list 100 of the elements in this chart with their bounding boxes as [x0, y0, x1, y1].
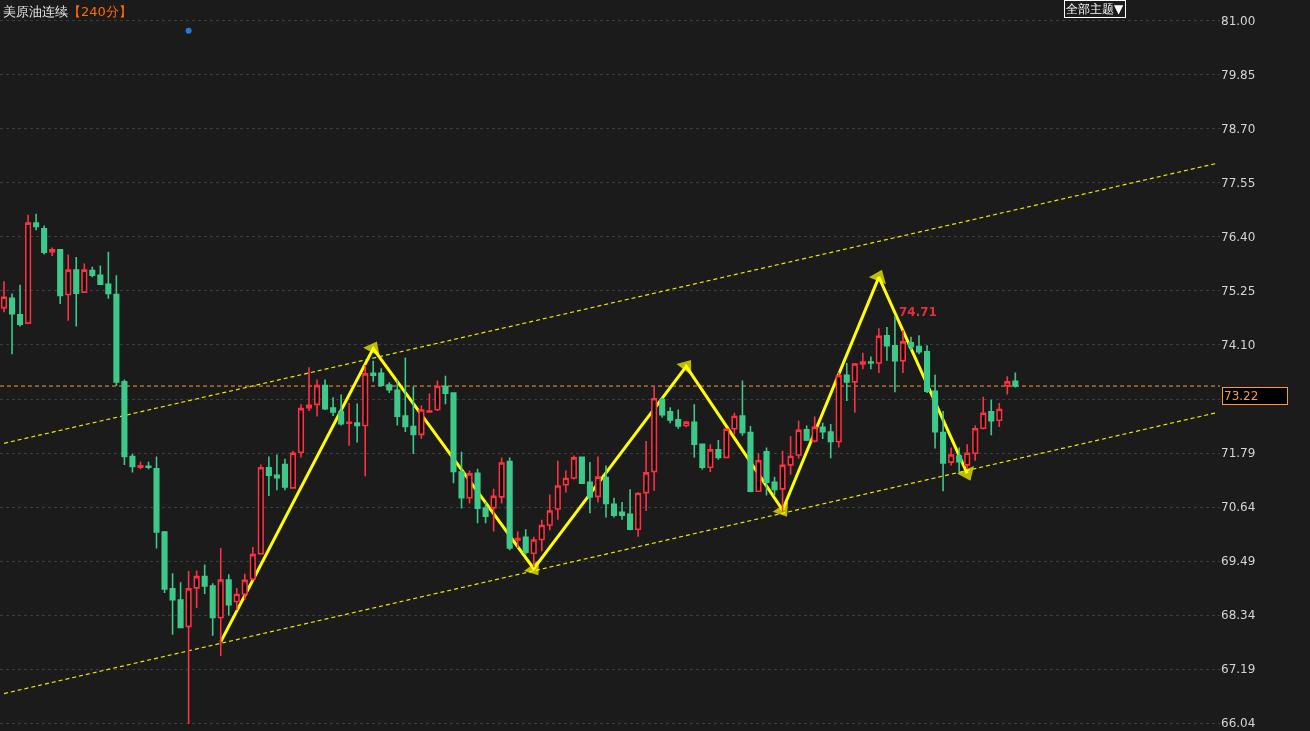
candlestick — [835, 371, 842, 449]
candlestick — [506, 456, 513, 552]
candlestick — [129, 452, 136, 474]
candlestick — [193, 569, 200, 609]
candlestick — [779, 450, 786, 513]
candlestick — [121, 378, 128, 466]
candlestick — [65, 253, 72, 322]
candlestick — [899, 329, 907, 374]
candlestick — [651, 385, 658, 492]
candlestick — [972, 424, 979, 462]
candlestick — [233, 587, 240, 611]
point — [772, 501, 789, 517]
candlestick — [514, 530, 521, 549]
candlestick — [81, 262, 88, 294]
candlestick — [201, 563, 208, 595]
candlestick — [522, 528, 529, 556]
candlestick — [281, 458, 288, 492]
annotation: 74.71 — [899, 305, 937, 319]
candlestick — [923, 344, 931, 394]
candlestick — [602, 464, 610, 519]
chart-subtitle: 【240分】 — [68, 3, 132, 19]
candlestick — [570, 454, 577, 481]
candlestick — [891, 315, 898, 393]
candlestick — [426, 392, 433, 413]
candlestick — [354, 402, 361, 444]
candlestick — [683, 419, 690, 429]
y-tick-label: 77.55 — [1221, 175, 1256, 190]
candlestick — [386, 381, 393, 394]
candlestick — [169, 572, 176, 636]
candlestick — [434, 379, 441, 412]
candlestick — [370, 359, 377, 383]
candlestick — [0, 280, 8, 314]
candlestick — [249, 546, 256, 582]
candlestick — [41, 224, 48, 256]
candlestick — [803, 424, 810, 442]
candlestick — [362, 364, 369, 477]
candlestick — [907, 335, 915, 351]
candlestick — [490, 488, 497, 533]
candlestick — [859, 351, 866, 370]
candlestick — [17, 283, 24, 328]
candlestick — [410, 385, 417, 455]
candlestick — [932, 373, 939, 450]
y-tick-label: 76.40 — [1221, 229, 1256, 244]
candlestick — [883, 326, 890, 362]
candlestick — [787, 435, 794, 476]
y-tick-label: 81.00 — [1221, 14, 1256, 29]
y-tick-label: 67.19 — [1221, 662, 1256, 677]
candlestick — [57, 249, 64, 305]
candlestick — [330, 396, 337, 417]
candlestick — [723, 428, 730, 460]
candlestick — [265, 455, 272, 497]
point — [185, 27, 192, 34]
text: 全部主题▼ — [1066, 2, 1124, 16]
point — [363, 341, 380, 357]
candlestick — [610, 496, 618, 519]
candlestick — [699, 443, 706, 471]
candlestick — [8, 292, 16, 355]
candlestick — [394, 378, 401, 427]
candlestick — [97, 264, 104, 286]
candlestick — [667, 406, 674, 424]
candlestick — [819, 421, 826, 440]
candlestick — [627, 488, 634, 531]
y-tick-label: 66.04 — [1221, 716, 1256, 731]
candlestick — [867, 355, 874, 370]
candlestick — [691, 403, 698, 459]
candlestick — [827, 423, 834, 460]
candlestick — [996, 402, 1003, 428]
candlestick — [554, 459, 561, 521]
candlestick — [89, 266, 96, 278]
candlestick — [25, 213, 32, 325]
ref-line-label: 73.22 — [1224, 389, 1259, 403]
candlestick — [964, 443, 971, 470]
candlestick — [851, 362, 858, 414]
candlestick — [402, 356, 409, 433]
candlestick — [338, 393, 345, 427]
y-tick-label: 71.79 — [1221, 446, 1256, 461]
candlestick — [474, 467, 481, 524]
candlestick — [346, 402, 353, 447]
y-tick-label: 74.10 — [1221, 337, 1256, 352]
candlestick — [177, 581, 184, 630]
point — [676, 359, 692, 376]
candlestick — [586, 461, 593, 515]
candlestick — [594, 455, 602, 504]
candlestick — [257, 463, 264, 555]
candlestick — [538, 519, 545, 553]
candlestick — [73, 256, 80, 328]
candlestick — [185, 570, 192, 725]
candlestick — [948, 446, 955, 467]
candlestick — [980, 396, 987, 431]
candlestick — [618, 501, 626, 521]
candlestick — [105, 250, 112, 300]
y-tick-label: 79.85 — [1221, 68, 1256, 82]
candlestick — [137, 460, 144, 470]
candlestick — [988, 398, 995, 437]
y-tick-label: 75.25 — [1221, 283, 1256, 298]
candlestick — [530, 535, 537, 569]
candlestick — [875, 327, 882, 374]
candlestick — [217, 547, 224, 657]
point — [957, 465, 974, 481]
candlestick — [225, 573, 232, 617]
